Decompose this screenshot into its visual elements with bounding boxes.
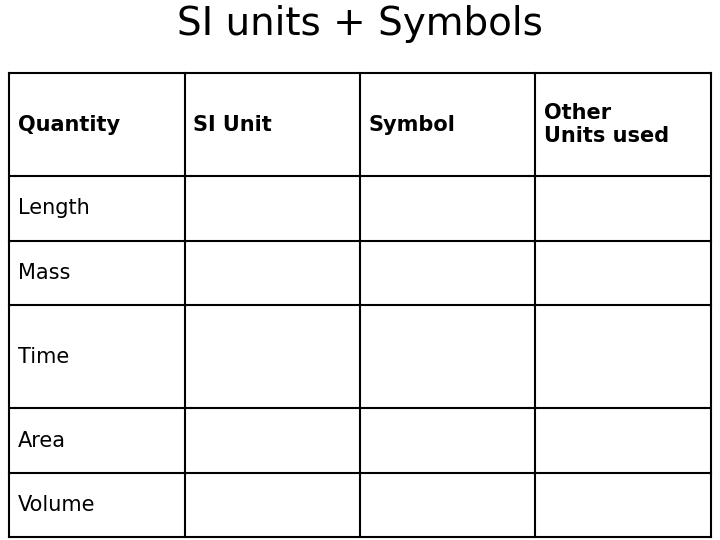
Text: Volume: Volume bbox=[18, 495, 96, 515]
Text: Quantity: Quantity bbox=[18, 114, 120, 134]
Text: Other
Units used: Other Units used bbox=[544, 103, 669, 146]
Text: Mass: Mass bbox=[18, 263, 71, 283]
Text: Time: Time bbox=[18, 347, 69, 367]
Text: Symbol: Symbol bbox=[369, 114, 456, 134]
Text: SI units + Symbols: SI units + Symbols bbox=[177, 5, 543, 43]
Text: SI Unit: SI Unit bbox=[193, 114, 272, 134]
Text: Length: Length bbox=[18, 198, 90, 218]
Text: Area: Area bbox=[18, 430, 66, 450]
